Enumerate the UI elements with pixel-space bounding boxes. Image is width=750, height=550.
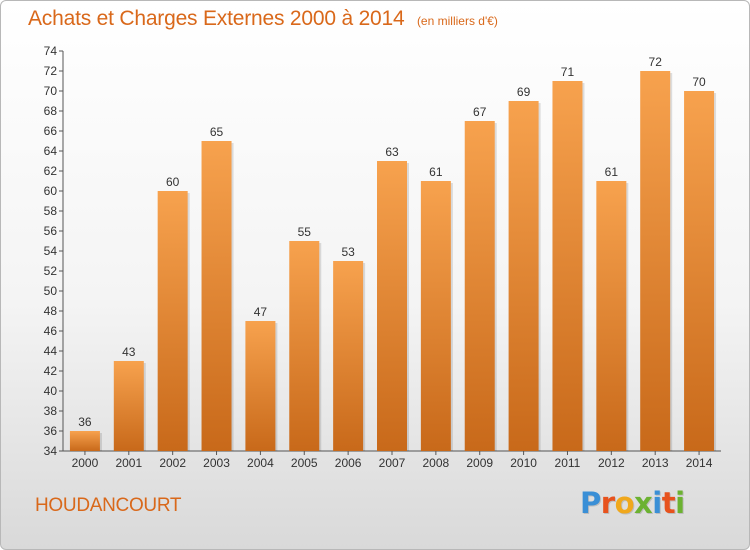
y-tick-label: 34 xyxy=(44,444,58,458)
bar-2001 xyxy=(113,361,144,451)
value-label-2011: 71 xyxy=(561,65,575,79)
y-tick-label: 66 xyxy=(44,124,58,138)
logo-letter: P xyxy=(580,486,601,520)
chart-unit: (en milliers d'€) xyxy=(416,14,498,28)
value-label-2010: 69 xyxy=(517,85,531,99)
value-label-2007: 63 xyxy=(385,145,399,159)
y-tick-label: 52 xyxy=(44,264,58,278)
value-label-2000: 36 xyxy=(78,415,92,429)
y-tick-label: 44 xyxy=(44,344,58,358)
x-tick-label-2000: 2000 xyxy=(72,456,99,470)
bar-2014 xyxy=(684,91,715,451)
x-tick-label-2005: 2005 xyxy=(291,456,318,470)
x-tick-label-2010: 2010 xyxy=(510,456,537,470)
y-tick-label: 72 xyxy=(44,64,58,78)
labels: 36 2000 43 2001 60 2002 65 2003 47 2004 55 2005 53 20… xyxy=(72,55,713,470)
y-tick-label: 56 xyxy=(44,224,58,238)
y-tick-label: 68 xyxy=(44,104,58,118)
logo-letter: i xyxy=(652,486,662,520)
bar-2008 xyxy=(420,181,451,451)
y-tick-label: 70 xyxy=(44,84,58,98)
y-tick-label: 58 xyxy=(44,204,58,218)
value-label-2013: 72 xyxy=(649,55,663,69)
x-tick-label-2004: 2004 xyxy=(247,456,274,470)
logo-letter: i xyxy=(675,486,685,520)
bar-2012 xyxy=(596,181,627,451)
y-tick-label: 40 xyxy=(44,384,58,398)
y-tick-label: 36 xyxy=(44,424,58,438)
value-label-2001: 43 xyxy=(122,345,136,359)
x-tick-label-2007: 2007 xyxy=(379,456,406,470)
value-label-2014: 70 xyxy=(692,75,706,89)
logo-letter: r xyxy=(600,486,615,520)
bar-2004 xyxy=(245,321,276,451)
value-label-2008: 61 xyxy=(429,165,443,179)
value-label-2002: 60 xyxy=(166,175,180,189)
value-label-2004: 47 xyxy=(254,305,268,319)
bar-2002 xyxy=(157,191,188,451)
x-tick-label-2009: 2009 xyxy=(466,456,493,470)
value-label-2005: 55 xyxy=(298,225,312,239)
x-tick-label-2012: 2012 xyxy=(598,456,625,470)
bar-2003 xyxy=(201,141,232,451)
bar-2013 xyxy=(640,71,671,451)
x-tick-label-2006: 2006 xyxy=(335,456,362,470)
bar-2007 xyxy=(377,161,407,451)
value-label-2012: 61 xyxy=(605,165,619,179)
bar-2009 xyxy=(464,121,495,451)
value-label-2009: 67 xyxy=(473,105,487,119)
y-tick-label: 54 xyxy=(44,244,58,258)
y-tick-label: 50 xyxy=(44,284,58,298)
y-tick-label: 62 xyxy=(44,164,58,178)
value-label-2006: 53 xyxy=(341,245,355,259)
town-name: HOUDANCOURT xyxy=(35,495,182,516)
x-tick-label-2008: 2008 xyxy=(423,456,450,470)
y-tick-label: 60 xyxy=(44,184,58,198)
value-label-2003: 65 xyxy=(210,125,224,139)
x-tick-label-2014: 2014 xyxy=(686,456,713,470)
x-tick-label-2011: 2011 xyxy=(555,456,581,470)
proxiti-logo: Proxiti xyxy=(580,486,685,520)
y-tick-label: 64 xyxy=(44,144,58,158)
x-tick-label-2003: 2003 xyxy=(203,456,230,470)
title-row: Achats et Charges Externes 2000 à 2014 (… xyxy=(28,7,498,31)
x-tick-label-2001: 2001 xyxy=(115,456,142,470)
bar-2010 xyxy=(508,101,539,451)
bar-2005 xyxy=(289,241,320,451)
logo-letter: o xyxy=(614,486,635,520)
logo-letter: t xyxy=(661,486,676,520)
y-tick-label: 38 xyxy=(44,404,58,418)
bar-2006 xyxy=(333,261,364,451)
y-tick-label: 48 xyxy=(44,304,58,318)
y-tick-label: 46 xyxy=(44,324,58,338)
y-tick-label: 42 xyxy=(44,364,58,378)
y-tick-label: 74 xyxy=(44,44,58,58)
bars xyxy=(69,71,717,451)
x-tick-label-2013: 2013 xyxy=(642,456,669,470)
logo-letter: x xyxy=(634,486,653,520)
x-tick-label-2002: 2002 xyxy=(159,456,186,470)
chart-title: Achats et Charges Externes 2000 à 2014 xyxy=(28,7,405,30)
bar-2011 xyxy=(552,81,583,451)
bar-2000 xyxy=(69,431,100,451)
